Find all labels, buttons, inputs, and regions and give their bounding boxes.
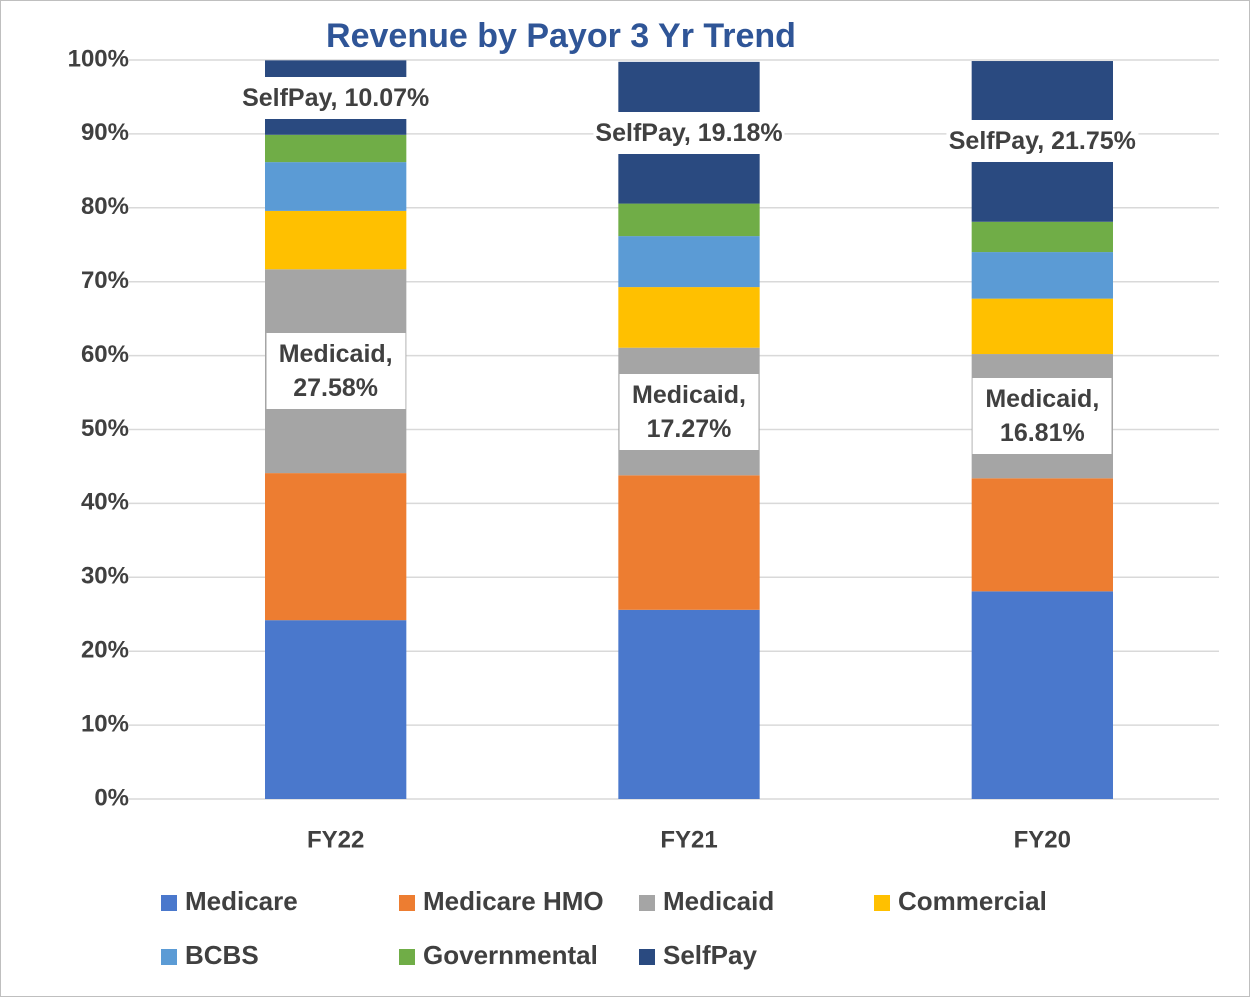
data-label: Medicaid, 16.81% <box>972 378 1112 455</box>
bar-segment <box>971 478 1113 592</box>
legend-label: Governmental <box>423 940 598 970</box>
bar-segment <box>265 620 407 799</box>
y-tick-label: 80% <box>81 193 129 220</box>
bar-segment <box>618 236 760 288</box>
chart-title: Revenue by Payor 3 Yr Trend <box>326 17 796 55</box>
bar-segment <box>618 287 760 348</box>
x-tick-label: FY22 <box>307 826 364 853</box>
y-tick-label: 0% <box>94 784 129 811</box>
y-tick-label: 30% <box>81 563 129 590</box>
y-tick-label: 20% <box>81 637 129 664</box>
y-tick-label: 100% <box>68 45 129 72</box>
y-tick-label: 90% <box>81 119 129 146</box>
data-label: Medicaid, 27.58% <box>266 333 406 410</box>
data-label: SelfPay, 19.18% <box>593 111 785 154</box>
legend-label: Medicare HMO <box>423 886 604 916</box>
data-label: SelfPay, 21.75% <box>946 120 1138 163</box>
legend-swatch <box>639 895 655 911</box>
legend-swatch <box>399 895 415 911</box>
legend-swatch <box>399 949 415 965</box>
bar-segment <box>971 591 1113 799</box>
y-tick-label: 50% <box>81 415 129 442</box>
bar-segment <box>265 162 407 211</box>
data-label: Medicaid, 17.27% <box>619 373 759 450</box>
y-tick-label: 60% <box>81 341 129 368</box>
y-tick-label: 40% <box>81 489 129 516</box>
x-tick-label: FY21 <box>660 826 717 853</box>
bar-segment <box>265 473 407 621</box>
legend-label: BCBS <box>185 940 259 970</box>
bar-segment <box>618 203 760 237</box>
bar-segment <box>971 298 1113 355</box>
data-label: SelfPay, 10.07% <box>240 76 432 119</box>
legend-label: Commercial <box>898 886 1047 916</box>
x-tick-label: FY20 <box>1014 826 1071 853</box>
bar-segment <box>265 210 407 270</box>
bar-segment <box>618 609 760 799</box>
legend-label: SelfPay <box>663 940 757 970</box>
legend-swatch <box>161 949 177 965</box>
y-tick-label: 70% <box>81 267 129 294</box>
bar-segment <box>265 134 407 163</box>
legend-swatch <box>161 895 177 911</box>
legend-label: Medicaid <box>663 886 774 916</box>
legend-swatch <box>639 949 655 965</box>
bar-segment <box>618 475 760 610</box>
bar-segment <box>971 221 1113 253</box>
legend-label: Medicare <box>185 886 298 916</box>
bar-segment <box>971 252 1113 299</box>
legend-swatch <box>874 895 890 911</box>
y-tick-label: 10% <box>81 710 129 737</box>
